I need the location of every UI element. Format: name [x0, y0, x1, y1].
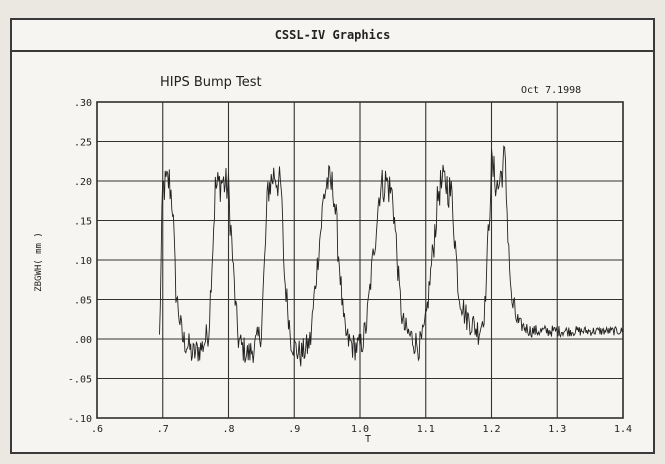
chart-title: HIPS Bump Test — [160, 75, 262, 90]
y-tick-label: .20 — [74, 177, 92, 188]
x-tick-label: .9 — [288, 424, 300, 435]
graphics-panel: CSSL-IV Graphics — [10, 18, 655, 454]
series-line — [159, 145, 624, 367]
x-tick-label: 1.1 — [417, 424, 435, 435]
y-tick-label: .05 — [74, 296, 92, 307]
x-tick-label: .7 — [157, 424, 169, 435]
chart-date: Oct 7.1998 — [521, 85, 581, 96]
y-tick-label: -.05 — [68, 375, 92, 386]
x-tick-label: .8 — [222, 424, 234, 435]
grid — [96, 101, 624, 419]
x-tick-label: .6 — [91, 424, 103, 435]
y-tick-label: .10 — [74, 256, 92, 267]
series-layer — [159, 145, 624, 367]
x-axis-label: T — [365, 434, 371, 445]
y-tick-label: .30 — [74, 98, 92, 109]
x-tick-label: 1.3 — [548, 424, 566, 435]
y-tick-label: -.10 — [68, 414, 92, 425]
window-title: CSSL-IV Graphics — [12, 20, 653, 52]
y-tick-label: .00 — [74, 335, 92, 346]
y-tick-label: .25 — [74, 138, 92, 149]
x-tick-label: 1.0 — [351, 424, 369, 435]
tick-labels: .6 .7 .8 .9 1.0 1.1 1.2 1.3 1.4 .30 .25 .20 .15 .10 .0… — [68, 98, 632, 435]
y-axis-label: ZBGWH( mm ) — [34, 232, 44, 292]
y-tick-label: .15 — [74, 217, 92, 228]
x-tick-label: 1.2 — [482, 424, 500, 435]
x-tick-label: 1.4 — [614, 424, 632, 435]
